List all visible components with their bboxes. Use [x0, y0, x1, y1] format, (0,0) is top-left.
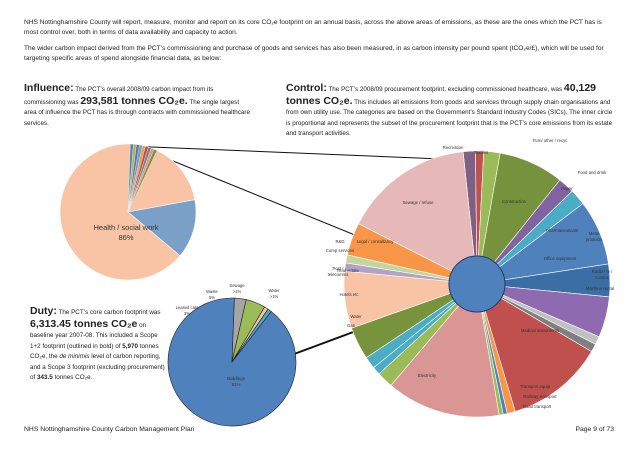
- control-heading: Control:: [286, 82, 327, 94]
- pie-slice-sewage-refuse: [358, 151, 478, 285]
- pie-slice-health-social-work: [59, 143, 196, 281]
- label-metal: Metal: [589, 231, 600, 236]
- control-pie: [343, 150, 611, 418]
- label-electricity: Electricity: [418, 373, 437, 378]
- label-radio-tv-: Radio / tv /: [592, 269, 613, 274]
- influence-sliver-8: [127, 149, 158, 213]
- footer-page-number: Page 9 of 73: [575, 426, 614, 433]
- label-transport-equip: Transport equip: [520, 384, 551, 389]
- footer-title: NHS Nottinghamshire County Carbon Manage…: [24, 426, 195, 433]
- label-real-estate: Real estate: [337, 268, 359, 273]
- label-road-transport: Road transport: [523, 404, 552, 409]
- label-gas: Gas: [347, 323, 355, 328]
- label-waste: Waste: [206, 289, 218, 294]
- duty-pie: [167, 297, 297, 427]
- label-recreation: Recreation: [443, 145, 464, 150]
- pie-slice-other: [127, 199, 197, 257]
- control-text: Control: The PCT’s 2008/09 procurement f…: [286, 82, 613, 137]
- intro-paragraph-2: The wider carbon impact derived from the…: [24, 45, 604, 62]
- label-leased-cars: Leased cars: [176, 305, 199, 310]
- influence-text: Influence: The PCT’s overall 2008/09 car…: [24, 82, 250, 127]
- label-r-d: R&D: [335, 239, 344, 244]
- label-food-and-drink: Food and drink: [578, 170, 608, 175]
- label-health-social-work: Health / social work: [93, 223, 158, 232]
- label-hotels-etc: Hotels etc: [339, 292, 359, 297]
- label-leased-cars-percent: 3%: [184, 311, 190, 316]
- label-telecomms: telecomms: [328, 272, 349, 277]
- connector-line-top: [125, 145, 467, 161]
- pie-slice-electricity: [390, 283, 500, 418]
- label-pharmaceuticals: Pharmaceuticals: [546, 228, 578, 233]
- control-value: 40,129 tonnes CO₂e.: [286, 82, 597, 107]
- duty-heading: Duty:: [30, 305, 57, 317]
- label-legal-consultancy: Legal / consultancy: [357, 239, 395, 244]
- core-emissions-inner-circle: [448, 255, 506, 313]
- label-water: Water: [268, 288, 280, 293]
- label-furn-other-recyc: Furn/ other / recyc: [533, 138, 569, 143]
- label-machine-rental: Machine rental: [586, 286, 614, 291]
- label-medical-instruments: Medical instruments: [521, 328, 559, 333]
- intro-paragraph-1: NHS Nottinghamshire County will report, …: [24, 19, 602, 36]
- influence-pie: [59, 143, 197, 281]
- label-post-: Post /: [333, 266, 345, 271]
- label-buildings: Buildings: [227, 376, 246, 381]
- label-water: Water: [350, 314, 362, 319]
- duty-text: Duty: The PCT’s core carbon footprint wa…: [30, 305, 165, 381]
- influence-value: 293,581 tonnes CO₂e.: [80, 94, 188, 107]
- label-sewage-percent: >1%: [233, 289, 242, 294]
- label-health-percent: 86%: [118, 233, 133, 242]
- influence-heading: Influence:: [24, 82, 74, 94]
- duty-value: 6,313.45 tonnes CO₂e: [30, 317, 138, 330]
- label-buildings-percent: 91%: [232, 382, 241, 387]
- label-sewage: Sewage: [229, 283, 245, 288]
- pie-slice-water: [231, 308, 272, 363]
- label-waste-percent: 5%: [209, 295, 215, 300]
- label-products: products: [586, 237, 602, 242]
- label-construction: Construction: [502, 199, 527, 204]
- label-comp-services: Comp services: [326, 248, 354, 253]
- label-water-percent: >1%: [270, 294, 279, 299]
- label-comms: comms: [595, 275, 609, 280]
- pie-slice-medical-instruments: [476, 283, 592, 412]
- label-railway-transport: Railway transport: [523, 394, 557, 399]
- label-office-equipment: Office equipment: [544, 256, 577, 261]
- label-paper: Paper: [561, 186, 573, 191]
- label-sewage-refuse: Sewage / refuse: [402, 200, 434, 205]
- label-textiles: Textiles: [474, 150, 488, 155]
